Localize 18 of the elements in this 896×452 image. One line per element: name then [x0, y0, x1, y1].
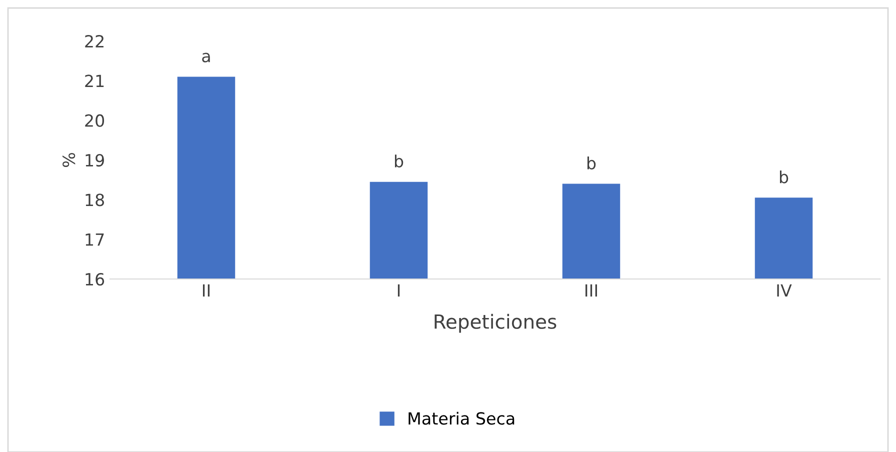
annotation: b	[394, 154, 404, 168]
y-tick-label: 19	[86, 154, 104, 167]
y-tick-label: 18	[86, 194, 104, 206]
x-tick-label: III	[586, 284, 597, 297]
y-tick-label: 21	[85, 74, 104, 87]
annotation: b	[780, 170, 788, 184]
x-tick-label: I	[398, 284, 400, 297]
x-tick-label: II	[202, 284, 210, 297]
y-tick-label: 17	[86, 234, 104, 246]
annotation: b	[587, 156, 596, 170]
x-axis-title: Repeticiones	[434, 314, 556, 333]
y-tick-label: 20	[85, 114, 104, 127]
y-axis-title: %	[62, 153, 76, 167]
annotation: a	[202, 52, 210, 62]
legend-label: Materia Seca	[408, 412, 514, 425]
y-tick-label: 22	[85, 34, 104, 48]
x-tick-label: IV	[777, 284, 792, 297]
y-tick-label: 16	[86, 272, 104, 286]
